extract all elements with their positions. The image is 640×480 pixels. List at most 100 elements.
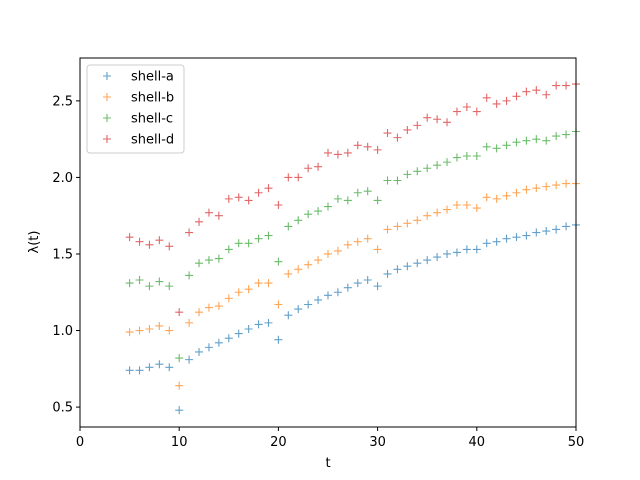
data-point bbox=[304, 260, 313, 269]
y-axis-label: λ(t) bbox=[27, 231, 42, 254]
data-point bbox=[125, 279, 134, 288]
data-point bbox=[522, 87, 531, 96]
data-point bbox=[314, 256, 323, 265]
data-point bbox=[333, 246, 342, 255]
data-point bbox=[135, 276, 144, 285]
data-point bbox=[373, 245, 382, 254]
data-point bbox=[155, 360, 164, 369]
data-point bbox=[433, 161, 442, 170]
data-point bbox=[254, 279, 263, 288]
data-point bbox=[195, 308, 204, 317]
data-point bbox=[204, 208, 213, 217]
data-point bbox=[532, 184, 541, 193]
data-point bbox=[145, 282, 154, 291]
x-tick-label: 50 bbox=[568, 435, 585, 450]
data-point bbox=[423, 113, 432, 122]
data-point bbox=[452, 200, 461, 209]
data-point bbox=[512, 92, 521, 101]
data-point bbox=[462, 151, 471, 160]
data-point bbox=[125, 328, 134, 337]
y-tick-label: 1.5 bbox=[52, 247, 73, 262]
data-point bbox=[383, 269, 392, 278]
data-point bbox=[413, 167, 422, 176]
data-point bbox=[482, 93, 491, 102]
data-point bbox=[135, 366, 144, 375]
data-point bbox=[532, 86, 541, 95]
legend-marker bbox=[103, 135, 111, 143]
data-point bbox=[304, 210, 313, 219]
data-point bbox=[155, 321, 164, 330]
data-point bbox=[244, 325, 253, 334]
data-point bbox=[433, 253, 442, 262]
data-point bbox=[185, 228, 194, 237]
data-point bbox=[542, 227, 551, 236]
data-point bbox=[274, 200, 283, 209]
legend-label: shell-b bbox=[131, 91, 174, 106]
data-point bbox=[403, 170, 412, 179]
data-point bbox=[294, 173, 303, 182]
data-point bbox=[552, 225, 561, 234]
data-point bbox=[353, 141, 362, 150]
data-point bbox=[403, 125, 412, 134]
legend-label: shell-a bbox=[131, 70, 174, 85]
data-point bbox=[443, 118, 452, 127]
data-point bbox=[492, 194, 501, 203]
data-point bbox=[284, 311, 293, 320]
data-point bbox=[185, 355, 194, 364]
data-point bbox=[343, 148, 352, 157]
y-tick-label: 0.5 bbox=[52, 401, 73, 416]
data-point bbox=[333, 288, 342, 297]
data-point bbox=[562, 222, 571, 231]
data-point bbox=[492, 99, 501, 108]
data-point bbox=[125, 366, 134, 375]
data-point bbox=[214, 254, 223, 263]
data-point bbox=[254, 320, 263, 329]
data-point bbox=[512, 138, 521, 147]
data-point bbox=[175, 354, 184, 363]
data-point bbox=[393, 133, 402, 142]
plot-frame bbox=[79, 57, 577, 428]
data-point bbox=[522, 185, 531, 194]
data-point bbox=[175, 308, 184, 317]
legend-marker bbox=[103, 93, 111, 101]
data-point bbox=[234, 193, 243, 202]
data-point bbox=[462, 102, 471, 111]
data-point bbox=[324, 202, 332, 211]
data-point bbox=[254, 188, 263, 197]
data-point bbox=[472, 107, 481, 116]
data-point bbox=[562, 130, 571, 139]
data-point bbox=[234, 288, 243, 297]
data-point bbox=[373, 282, 382, 291]
data-point bbox=[532, 135, 541, 144]
data-point bbox=[155, 277, 164, 286]
x-tick-label: 20 bbox=[270, 435, 287, 450]
data-point bbox=[443, 249, 452, 258]
data-point bbox=[363, 234, 372, 243]
data-point bbox=[314, 295, 323, 304]
data-point bbox=[363, 142, 372, 151]
data-point bbox=[343, 283, 352, 292]
data-point bbox=[204, 256, 213, 265]
data-point bbox=[264, 318, 273, 327]
data-point bbox=[204, 343, 213, 352]
data-point bbox=[522, 231, 531, 240]
x-tick-label: 10 bbox=[171, 435, 188, 450]
data-point bbox=[324, 249, 332, 258]
data-point bbox=[353, 279, 362, 288]
data-point bbox=[452, 248, 461, 257]
data-point bbox=[214, 338, 223, 347]
data-point bbox=[274, 300, 283, 309]
data-point bbox=[185, 271, 194, 280]
data-point bbox=[363, 187, 372, 196]
data-point bbox=[145, 240, 154, 249]
data-point bbox=[433, 115, 442, 124]
data-point bbox=[542, 182, 551, 191]
data-point bbox=[502, 96, 511, 105]
data-point bbox=[284, 222, 293, 231]
data-point bbox=[343, 196, 352, 205]
data-point bbox=[294, 216, 303, 225]
data-point bbox=[373, 196, 382, 205]
data-point bbox=[403, 262, 412, 271]
data-point bbox=[254, 234, 263, 243]
data-point bbox=[264, 184, 273, 193]
